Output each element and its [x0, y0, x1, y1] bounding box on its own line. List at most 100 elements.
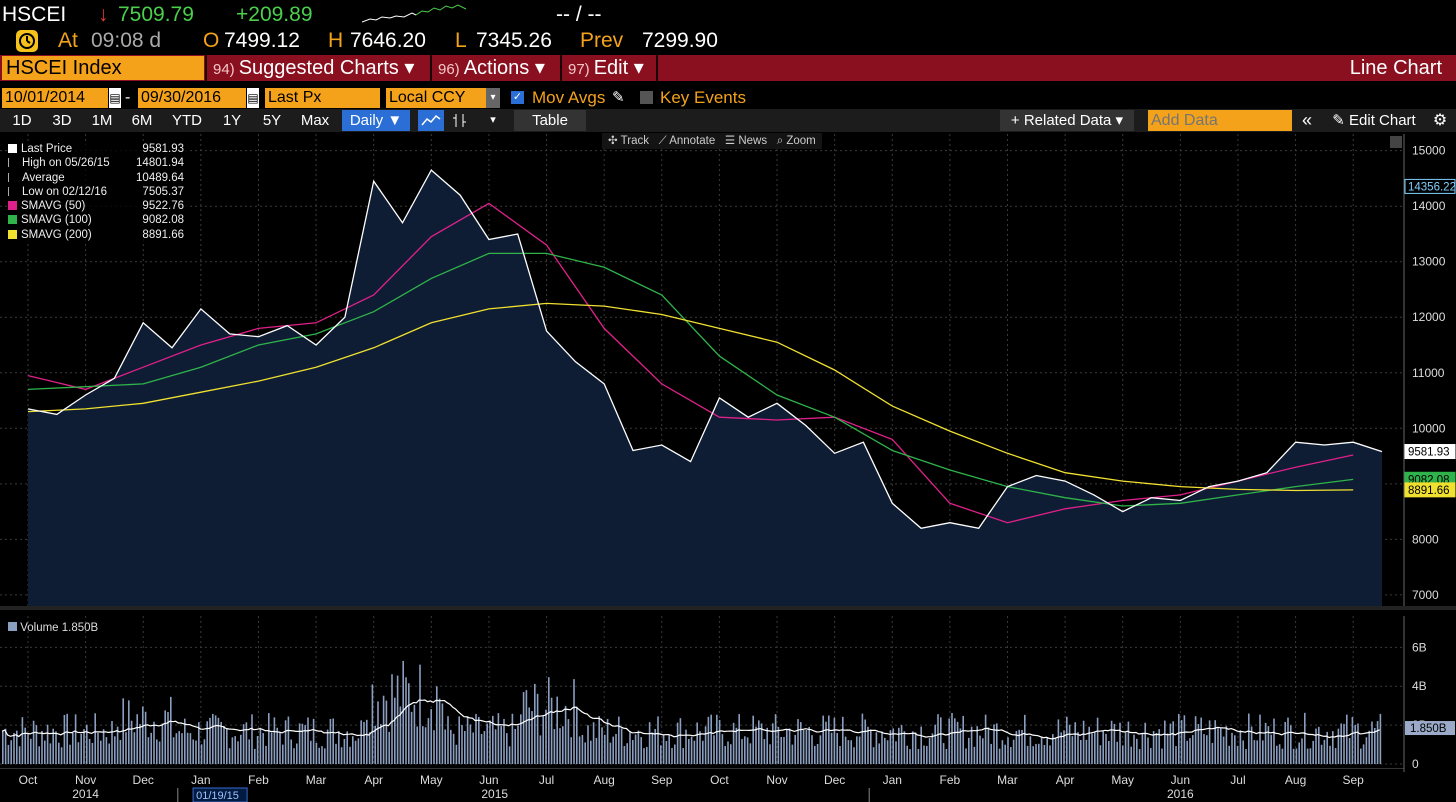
volume-bar: [612, 736, 614, 764]
calendar-icon[interactable]: ▤: [109, 88, 121, 108]
annotate-icon[interactable]: ⟋: [658, 135, 667, 147]
menu-divider: [656, 55, 658, 81]
volume-bar: [1211, 742, 1214, 764]
volume-bar: [816, 743, 819, 764]
collapse-icon[interactable]: «: [1301, 110, 1312, 130]
period-1m-button[interactable]: 1M: [91, 112, 113, 129]
volume-bar: [987, 727, 990, 764]
volume-bar: [10, 740, 12, 764]
volume-bar: [1172, 721, 1174, 764]
volume-bar: [290, 739, 292, 764]
price-tick-label: 11000: [1412, 366, 1445, 380]
volume-bar: [956, 721, 959, 764]
volume-bar: [265, 745, 267, 764]
zoom-icon[interactable]: ⌕: [776, 135, 784, 147]
volume-bar: [970, 726, 973, 764]
volume-bar: [58, 742, 60, 764]
chart-type-label[interactable]: Line Chart: [1349, 57, 1442, 79]
period-3d-button[interactable]: 3D: [52, 112, 72, 129]
volume-bar: [228, 748, 231, 764]
edit-chart-button[interactable]: ✎ Edit Chart: [1322, 110, 1426, 131]
period-ytd-button[interactable]: YTD: [172, 112, 202, 129]
suggested-charts-menu[interactable]: 94) Suggested Charts ▾: [213, 55, 414, 81]
volume-bar: [114, 736, 116, 764]
news-tool[interactable]: News: [738, 135, 768, 147]
volume-bar: [231, 737, 234, 764]
period-max-button[interactable]: Max: [300, 112, 330, 129]
frequency-select[interactable]: Daily ▼: [342, 110, 410, 131]
actions-label: Actions ▾: [463, 57, 545, 79]
news-icon[interactable]: ☰: [724, 135, 736, 147]
volume-bar: [1138, 749, 1141, 764]
security-field[interactable]: HSCEI Index: [2, 56, 204, 80]
chevron-down-icon[interactable]: ▾: [490, 114, 496, 126]
actions-menu[interactable]: 96) Actions ▾: [438, 55, 545, 81]
suggested-charts-label: Suggested Charts ▾: [238, 57, 415, 79]
volume-bar: [623, 746, 626, 764]
price-chart[interactable]: 7000800090001000011000120001300014000150…: [0, 134, 1456, 610]
zoom-tool[interactable]: Zoom: [786, 135, 816, 147]
volume-bar: [1077, 732, 1079, 764]
cursor-date-tag: [192, 787, 248, 802]
currency-select[interactable]: Local CCY: [386, 88, 486, 108]
volume-bar: [1091, 733, 1093, 764]
volume-bar: [735, 727, 738, 764]
edit-menu[interactable]: 97) Edit ▾: [568, 55, 644, 81]
end-date-field[interactable]: 09/30/2016: [138, 88, 246, 108]
volume-bar: [136, 714, 138, 764]
bar-chart-icon[interactable]: [448, 110, 472, 131]
period-1d-button[interactable]: 1D: [12, 112, 32, 129]
volume-bar: [1029, 736, 1032, 764]
open-label: O: [203, 29, 220, 52]
calendar-icon[interactable]: ▤: [247, 88, 259, 108]
table-button[interactable]: Table: [514, 110, 586, 131]
month-tick-label: Nov: [766, 773, 787, 787]
gear-icon[interactable]: ⚙: [1432, 112, 1448, 129]
volume-bar: [511, 713, 514, 764]
series-line-last-price: [27, 169, 1383, 530]
chevron-down-icon[interactable]: ▾: [486, 88, 500, 108]
volume-bar: [1032, 746, 1034, 764]
volume-label: Volume: [20, 622, 59, 634]
month-tick-label: Jun: [1171, 773, 1190, 787]
annotate-tool[interactable]: Annotate: [669, 135, 716, 147]
price-tick-label: 14000: [1412, 199, 1446, 213]
price-field-select[interactable]: Last Px: [265, 88, 380, 108]
mov-avgs-checkbox[interactable]: ✓: [511, 91, 524, 104]
scroll-up-icon[interactable]: [1390, 136, 1402, 148]
volume-bar: [685, 729, 687, 764]
legend-swatch: [8, 172, 18, 182]
volume-bar: [270, 732, 273, 764]
volume-bar: [144, 711, 147, 764]
line-chart-icon[interactable]: [418, 110, 444, 131]
volume-bar: [800, 722, 802, 764]
volume-bar: [472, 732, 474, 764]
volume-bar: [954, 718, 956, 764]
volume-bar: [30, 738, 32, 764]
legend-swatch: [8, 158, 18, 168]
period-5y-button[interactable]: 5Y: [262, 112, 282, 129]
start-date-field[interactable]: 10/01/2014: [2, 88, 108, 108]
related-data-button[interactable]: + Related Data ▾: [1000, 110, 1134, 131]
track-icon[interactable]: ✣: [608, 135, 618, 147]
add-data-input[interactable]: [1148, 110, 1292, 131]
volume-chart[interactable]: 02B4B6B1.850B: [0, 616, 1456, 772]
track-tool[interactable]: Track: [620, 135, 649, 147]
prev-label: Prev: [580, 29, 624, 52]
year-tick-label: 2014: [72, 787, 99, 801]
volume-bar: [545, 709, 547, 764]
volume-bar: [360, 720, 362, 764]
key-events-checkbox[interactable]: [640, 91, 653, 104]
month-tick-label: Feb: [940, 773, 961, 787]
pencil-icon[interactable]: ✎: [612, 89, 625, 106]
volume-bar: [307, 717, 309, 764]
key-events-label: Key Events: [660, 88, 746, 107]
volume-bar: [1206, 735, 1208, 764]
volume-bar: [156, 739, 158, 764]
volume-bar: [1178, 714, 1180, 764]
volume-bar: [318, 747, 320, 764]
volume-bar: [514, 728, 516, 764]
volume-bar: [284, 720, 287, 764]
period-1y-button[interactable]: 1Y: [222, 112, 242, 129]
period-6m-button[interactable]: 6M: [131, 112, 153, 129]
